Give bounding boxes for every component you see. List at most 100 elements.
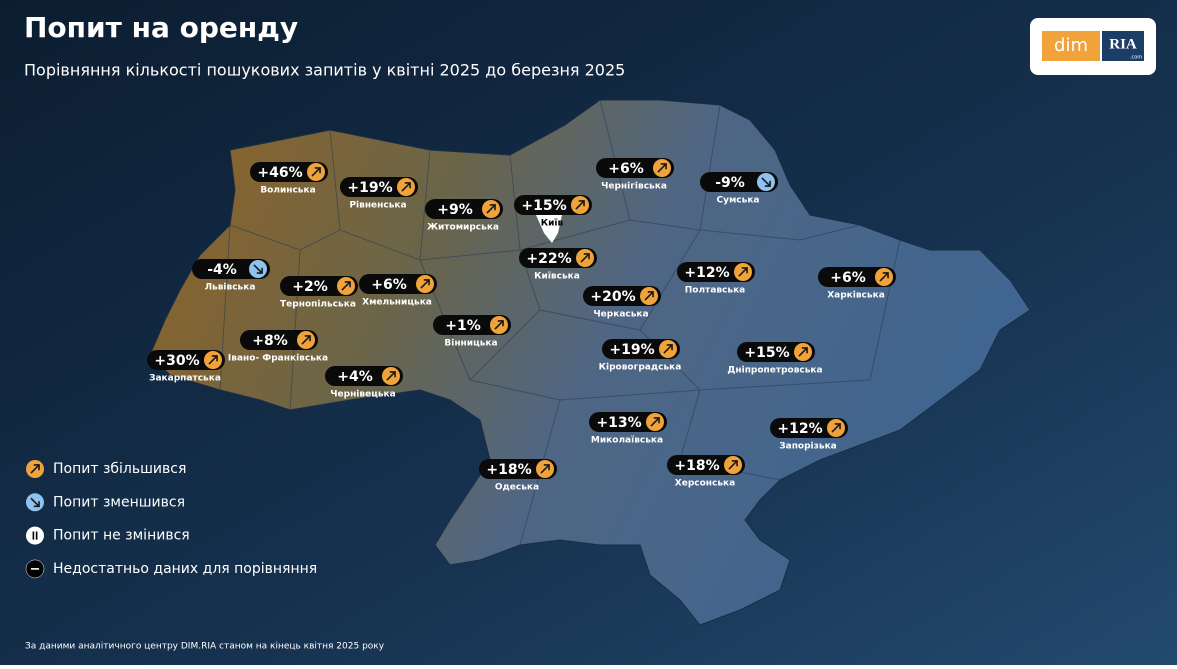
badge — [192, 259, 270, 279]
arrow — [253, 264, 263, 274]
region-value: +8% — [252, 333, 288, 349]
badge — [250, 162, 328, 182]
legend-label: Недостатньо даних для порівняння — [53, 561, 317, 577]
region-name: Черкаська — [593, 310, 648, 320]
region-name: Волинська — [260, 186, 315, 196]
region-name: Харківська — [827, 290, 885, 301]
badge — [677, 262, 755, 282]
region-value: +19% — [609, 342, 654, 358]
region-name: Полтавська — [685, 286, 746, 296]
arrow — [208, 355, 218, 365]
legend-label: Попит не змінився — [53, 528, 190, 544]
badge — [240, 330, 318, 350]
region-name: Чернівецька — [330, 389, 395, 400]
badge — [583, 286, 661, 306]
badge — [340, 177, 418, 197]
badge — [433, 315, 511, 335]
arrow — [341, 281, 351, 291]
arrow — [644, 291, 654, 301]
arrow — [420, 279, 430, 289]
region-value: +13% — [596, 415, 641, 431]
logo-right-bg — [1102, 31, 1144, 61]
arrow — [580, 253, 590, 263]
map-outline — [149, 99, 1031, 626]
region-name: Миколаївська — [591, 436, 663, 446]
title: Попит на оренду — [24, 11, 298, 44]
region-name: Хмельницька — [362, 298, 432, 308]
arrow — [575, 200, 585, 210]
region-value: +6% — [371, 277, 407, 293]
region-name: Сумська — [716, 196, 759, 206]
region-name: Київ — [541, 219, 564, 229]
legend-label: Попит зменшився — [53, 494, 185, 510]
region-name: Закарпатська — [149, 374, 221, 384]
pause — [32, 531, 38, 540]
region-name: Кіровоградська — [599, 362, 682, 373]
arrow — [728, 460, 738, 470]
region-value: +1% — [445, 318, 481, 334]
badge — [700, 172, 778, 192]
badge — [425, 199, 503, 219]
badge — [589, 412, 667, 432]
subtitle: Порівняння кількості пошукових запитів у… — [24, 61, 625, 80]
region-value: +22% — [526, 251, 571, 267]
badge — [479, 459, 557, 479]
arrow — [401, 182, 411, 192]
badge — [325, 366, 403, 386]
region-name: Дніпропетровська — [727, 365, 822, 376]
region-value: +19% — [347, 180, 392, 196]
region-value: +12% — [777, 421, 822, 437]
region-name: Івано- Франківська — [228, 353, 328, 364]
region-value: +6% — [830, 270, 866, 286]
arrow — [798, 347, 808, 357]
legend-label: Попит збільшився — [53, 461, 186, 477]
region-name: Рівненська — [349, 200, 406, 211]
region-value: +6% — [608, 161, 644, 177]
arrow — [386, 371, 396, 381]
arrow — [486, 204, 496, 214]
region-value: +30% — [154, 353, 199, 369]
region-value: +2% — [292, 279, 328, 295]
arrow — [311, 167, 321, 177]
arrow — [650, 417, 660, 427]
arrow — [738, 267, 748, 277]
badge — [737, 342, 815, 362]
badge — [147, 350, 225, 370]
badge — [519, 248, 597, 268]
region-value: +18% — [674, 458, 719, 474]
logo: dim RIA .com — [1030, 18, 1156, 75]
badge — [770, 418, 848, 438]
region-value: +46% — [257, 165, 302, 181]
region-value: +9% — [437, 202, 473, 218]
logo-right: RIA — [1109, 36, 1137, 52]
arrow — [540, 464, 550, 474]
arrow — [831, 423, 841, 433]
region-name: Житомирська — [427, 223, 499, 233]
region-value: -9% — [715, 175, 745, 191]
trend-icon — [26, 526, 44, 545]
region-value: +12% — [684, 265, 729, 281]
arrow — [30, 497, 40, 508]
arrow — [30, 464, 40, 474]
region-name: Чернігівська — [601, 181, 667, 192]
region-name: Тернопільська — [280, 299, 356, 310]
logo-suffix: .com — [1130, 55, 1142, 61]
region-name: Одеська — [495, 483, 539, 493]
region-name: Запорізька — [779, 441, 837, 452]
badge — [280, 276, 358, 296]
arrow — [657, 163, 667, 173]
badge — [602, 339, 680, 359]
arrow — [879, 272, 889, 282]
region-name: Львівська — [205, 282, 256, 293]
badge — [514, 195, 592, 215]
region-value: -4% — [207, 262, 237, 278]
badge — [667, 455, 745, 475]
arrow — [494, 320, 504, 330]
badge — [818, 267, 896, 287]
region-value: +18% — [486, 462, 531, 478]
arrow — [663, 344, 673, 354]
source: За даними аналітичного центру DIM.RIA ст… — [25, 642, 385, 652]
region-name: Херсонська — [675, 479, 735, 489]
arrow — [301, 335, 311, 345]
